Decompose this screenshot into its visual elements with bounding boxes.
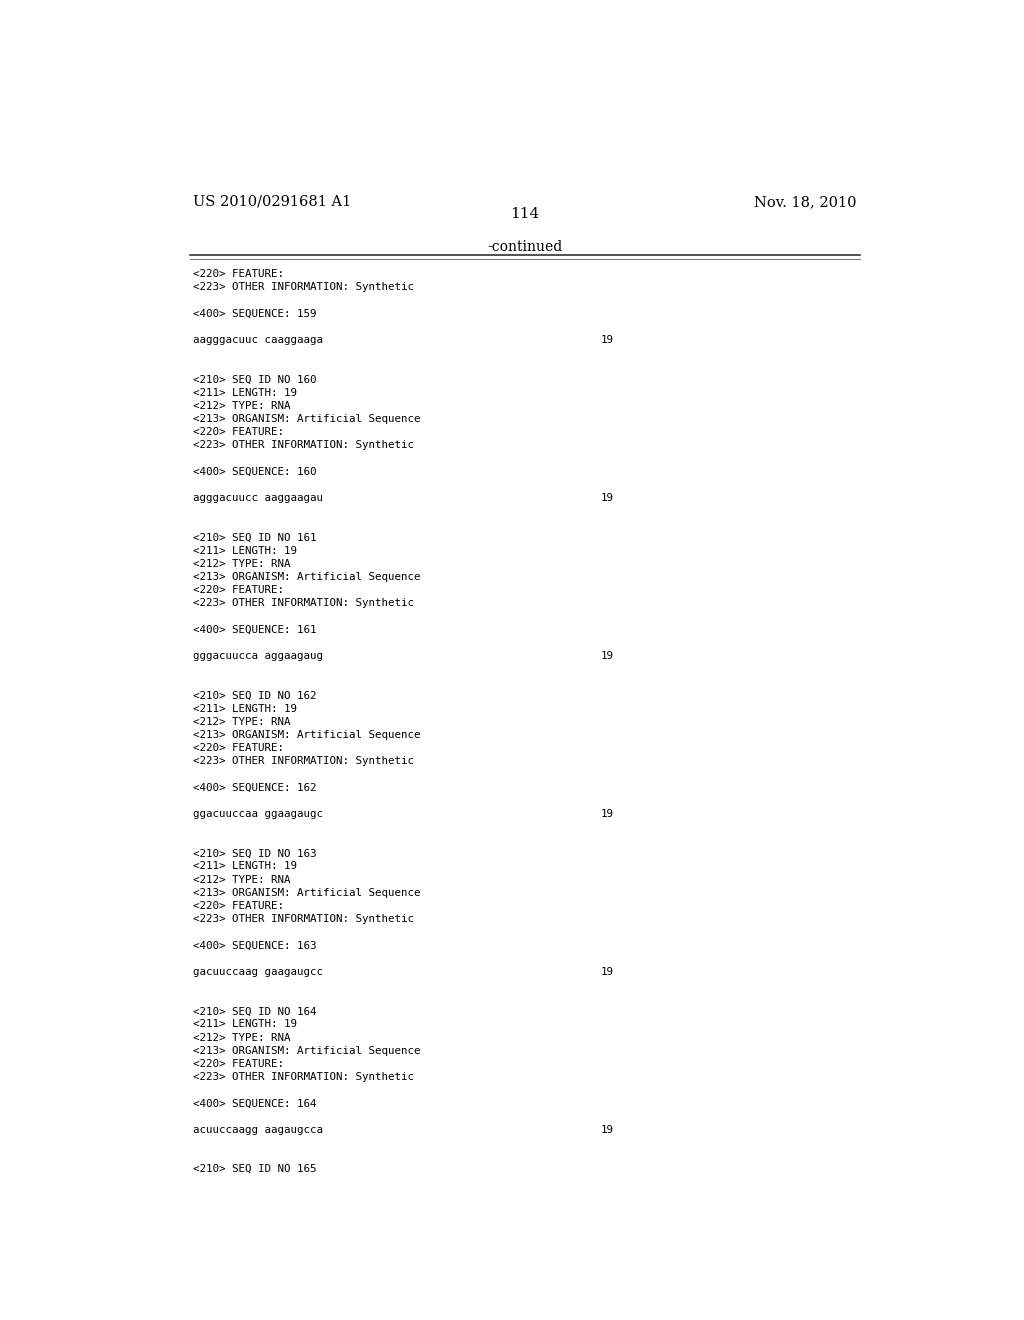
Text: <211> LENGTH: 19: <211> LENGTH: 19 <box>194 704 297 714</box>
Text: <213> ORGANISM: Artificial Sequence: <213> ORGANISM: Artificial Sequence <box>194 730 421 741</box>
Text: <212> TYPE: RNA: <212> TYPE: RNA <box>194 1032 291 1043</box>
Text: agggacuucc aaggaagau: agggacuucc aaggaagau <box>194 492 324 503</box>
Text: <212> TYPE: RNA: <212> TYPE: RNA <box>194 401 291 411</box>
Text: <220> FEATURE:: <220> FEATURE: <box>194 902 284 911</box>
Text: <400> SEQUENCE: 161: <400> SEQUENCE: 161 <box>194 624 316 635</box>
Text: <213> ORGANISM: Artificial Sequence: <213> ORGANISM: Artificial Sequence <box>194 572 421 582</box>
Text: <210> SEQ ID NO 164: <210> SEQ ID NO 164 <box>194 1006 316 1016</box>
Text: 114: 114 <box>510 207 540 222</box>
Text: <212> TYPE: RNA: <212> TYPE: RNA <box>194 875 291 884</box>
Text: <223> OTHER INFORMATION: Synthetic: <223> OTHER INFORMATION: Synthetic <box>194 756 414 766</box>
Text: acuuccaagg aagaugcca: acuuccaagg aagaugcca <box>194 1125 324 1135</box>
Text: <220> FEATURE:: <220> FEATURE: <box>194 1059 284 1069</box>
Text: 19: 19 <box>600 1125 613 1135</box>
Text: <211> LENGTH: 19: <211> LENGTH: 19 <box>194 862 297 871</box>
Text: <400> SEQUENCE: 160: <400> SEQUENCE: 160 <box>194 467 316 477</box>
Text: <211> LENGTH: 19: <211> LENGTH: 19 <box>194 545 297 556</box>
Text: 19: 19 <box>600 651 613 661</box>
Text: Nov. 18, 2010: Nov. 18, 2010 <box>754 195 856 209</box>
Text: <213> ORGANISM: Artificial Sequence: <213> ORGANISM: Artificial Sequence <box>194 888 421 898</box>
Text: <223> OTHER INFORMATION: Synthetic: <223> OTHER INFORMATION: Synthetic <box>194 915 414 924</box>
Text: <210> SEQ ID NO 163: <210> SEQ ID NO 163 <box>194 849 316 858</box>
Text: <210> SEQ ID NO 162: <210> SEQ ID NO 162 <box>194 690 316 701</box>
Text: <212> TYPE: RNA: <212> TYPE: RNA <box>194 717 291 727</box>
Text: <223> OTHER INFORMATION: Synthetic: <223> OTHER INFORMATION: Synthetic <box>194 441 414 450</box>
Text: <220> FEATURE:: <220> FEATURE: <box>194 428 284 437</box>
Text: aagggacuuc caaggaaga: aagggacuuc caaggaaga <box>194 335 324 345</box>
Text: <400> SEQUENCE: 162: <400> SEQUENCE: 162 <box>194 783 316 792</box>
Text: <210> SEQ ID NO 160: <210> SEQ ID NO 160 <box>194 375 316 384</box>
Text: <223> OTHER INFORMATION: Synthetic: <223> OTHER INFORMATION: Synthetic <box>194 1072 414 1082</box>
Text: 19: 19 <box>600 335 613 345</box>
Text: <211> LENGTH: 19: <211> LENGTH: 19 <box>194 1019 297 1030</box>
Text: <220> FEATURE:: <220> FEATURE: <box>194 743 284 752</box>
Text: <223> OTHER INFORMATION: Synthetic: <223> OTHER INFORMATION: Synthetic <box>194 282 414 292</box>
Text: <210> SEQ ID NO 165: <210> SEQ ID NO 165 <box>194 1164 316 1175</box>
Text: <223> OTHER INFORMATION: Synthetic: <223> OTHER INFORMATION: Synthetic <box>194 598 414 609</box>
Text: <212> TYPE: RNA: <212> TYPE: RNA <box>194 558 291 569</box>
Text: <220> FEATURE:: <220> FEATURE: <box>194 585 284 595</box>
Text: <210> SEQ ID NO 161: <210> SEQ ID NO 161 <box>194 532 316 543</box>
Text: 19: 19 <box>600 492 613 503</box>
Text: <220> FEATURE:: <220> FEATURE: <box>194 269 284 280</box>
Text: -continued: -continued <box>487 240 562 253</box>
Text: 19: 19 <box>600 809 613 818</box>
Text: <400> SEQUENCE: 164: <400> SEQUENCE: 164 <box>194 1098 316 1109</box>
Text: gggacuucca aggaagaug: gggacuucca aggaagaug <box>194 651 324 661</box>
Text: 19: 19 <box>600 966 613 977</box>
Text: <400> SEQUENCE: 163: <400> SEQUENCE: 163 <box>194 940 316 950</box>
Text: <211> LENGTH: 19: <211> LENGTH: 19 <box>194 388 297 397</box>
Text: <213> ORGANISM: Artificial Sequence: <213> ORGANISM: Artificial Sequence <box>194 414 421 424</box>
Text: US 2010/0291681 A1: US 2010/0291681 A1 <box>194 195 351 209</box>
Text: ggacuuccaa ggaagaugc: ggacuuccaa ggaagaugc <box>194 809 324 818</box>
Text: <213> ORGANISM: Artificial Sequence: <213> ORGANISM: Artificial Sequence <box>194 1045 421 1056</box>
Text: <400> SEQUENCE: 159: <400> SEQUENCE: 159 <box>194 309 316 318</box>
Text: gacuuccaag gaagaugcc: gacuuccaag gaagaugcc <box>194 966 324 977</box>
